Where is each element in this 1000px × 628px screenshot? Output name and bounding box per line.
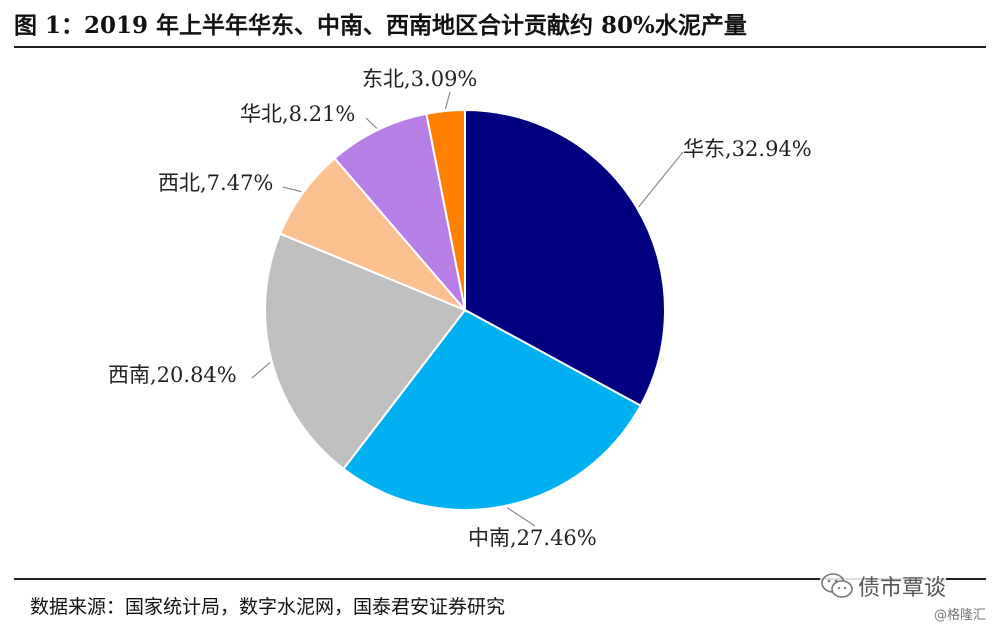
leader-line-0 [638, 151, 684, 208]
corner-mark: @格隆汇 [933, 608, 986, 623]
slice-label-4: 华北,8.21% [240, 102, 355, 126]
slice-label-1: 中南,27.46% [468, 526, 597, 550]
leader-line-4 [365, 117, 378, 129]
leader-line-2 [251, 362, 271, 379]
slice-labels: 华东,32.94% 中南,27.46% 西南,20.84% 西北,7.47% 华北,8.… [108, 67, 812, 550]
pie-slice-5 [425, 108, 466, 311]
figure-title: 图 1：2019 年上半年华东、中南、西南地区合计贡献约 80%水泥产量 [14, 12, 747, 39]
slice-label-5: 东北,3.09% [362, 67, 477, 91]
pie-chart: 华东,32.94% 中南,27.46% 西南,20.84% 西北,7.47% 华北,8.… [108, 67, 812, 550]
label-leader-lines [251, 91, 684, 527]
pie-slices [264, 108, 666, 511]
leader-line-1 [506, 507, 536, 527]
source-divider [14, 578, 986, 580]
slice-label-0: 华东,32.94% [683, 137, 812, 161]
source-note: 数据来源：国家统计局，数字水泥网，国泰君安证券研究 [30, 596, 506, 618]
pie-slice-0 [464, 108, 666, 408]
pie-slice-4 [333, 112, 467, 314]
leader-line-3 [282, 186, 302, 193]
slice-label-3: 西北,7.47% [158, 171, 273, 195]
title-divider [14, 46, 986, 48]
leader-line-5 [444, 91, 451, 110]
pie-slice-2 [264, 232, 467, 471]
watermark: 债市覃谈 [820, 570, 947, 602]
watermark-text: 债市覃谈 [858, 576, 947, 601]
slice-label-2: 西南,20.84% [108, 363, 237, 387]
wechat-icon [821, 573, 853, 598]
pie-slice-1 [342, 308, 643, 511]
